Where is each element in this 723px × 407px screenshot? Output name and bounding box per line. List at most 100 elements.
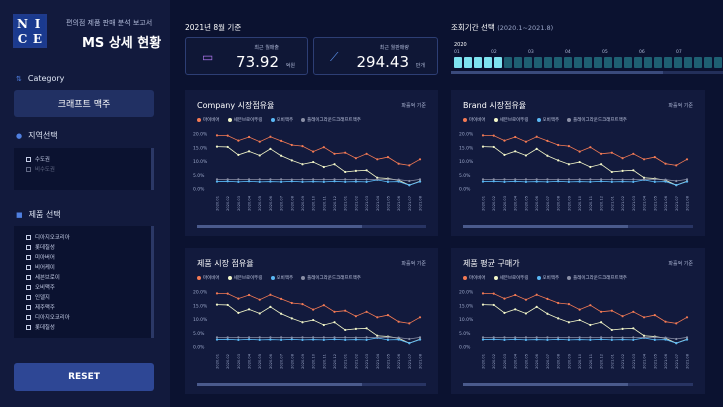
chart-scrollbar[interactable] — [197, 383, 426, 386]
period-month-cell[interactable] — [704, 57, 712, 68]
period-month-cell[interactable] — [674, 57, 682, 68]
data-point — [290, 336, 293, 339]
product-scrollbar[interactable] — [151, 226, 154, 338]
checkbox[interactable] — [26, 304, 31, 310]
period-month-cell[interactable] — [634, 57, 642, 68]
y-tick-label: 5.0% — [459, 331, 471, 337]
period-month-cell[interactable] — [534, 57, 542, 68]
date-label: 2021년 8월 기준 — [185, 23, 242, 32]
data-point — [632, 336, 635, 339]
data-point — [290, 338, 293, 341]
data-point — [237, 153, 240, 156]
chart-scrollbar[interactable] — [197, 225, 426, 228]
period-month-cell[interactable] — [514, 57, 522, 68]
panel-unit: 파흘억 기준 — [401, 261, 426, 267]
data-point — [589, 180, 592, 183]
period-month-cell[interactable] — [664, 57, 672, 68]
period-month-cell[interactable] — [454, 57, 462, 68]
x-tick-label: 2021.04 — [376, 353, 380, 369]
data-point — [675, 322, 678, 325]
period-month-cell[interactable] — [614, 57, 622, 68]
data-point — [397, 320, 400, 323]
period-scrollbar[interactable] — [451, 71, 723, 74]
product-option[interactable]: 오비맥주 — [26, 282, 154, 292]
product-option[interactable]: 인델지 — [26, 292, 154, 302]
period-month-cell[interactable] — [684, 57, 692, 68]
period-slider[interactable]: 2020 01 02 03 04 05 06 07 — [451, 37, 723, 75]
period-month-cell[interactable] — [604, 57, 612, 68]
product-option[interactable]: 세븐브로이 — [26, 272, 154, 282]
x-tick-label: 2020.04 — [514, 195, 518, 211]
checkbox[interactable] — [26, 244, 31, 250]
period-month-label: 03 — [528, 50, 534, 55]
product-option[interactable]: 디아지오코리아 — [26, 232, 154, 242]
checkbox[interactable] — [26, 314, 31, 320]
period-month-cell[interactable] — [564, 57, 572, 68]
period-month-cell[interactable] — [714, 57, 722, 68]
panel-unit: 파흘억 기준 — [668, 103, 693, 109]
period-month-cell[interactable] — [554, 57, 562, 68]
checkbox[interactable] — [26, 234, 31, 240]
data-point — [386, 338, 390, 341]
region-scrollbar[interactable] — [151, 148, 154, 190]
data-point — [600, 178, 603, 181]
period-month-cell[interactable] — [464, 57, 472, 68]
product-option[interactable]: 롯데칠성 — [26, 322, 154, 332]
data-point — [237, 338, 240, 341]
chart-scrollbar[interactable] — [463, 383, 693, 386]
checkbox[interactable] — [26, 324, 31, 330]
period-month-cell[interactable] — [654, 57, 662, 68]
checkbox[interactable] — [26, 284, 31, 290]
period-month-cell[interactable] — [474, 57, 482, 68]
legend-item: 오비맥주 — [536, 275, 559, 281]
period-month-cell[interactable] — [504, 57, 512, 68]
period-month-cell[interactable] — [584, 57, 592, 68]
product-option[interactable]: 비어케이 — [26, 262, 154, 272]
chart-legend: 마이비어 세븐브로이뚜링 오비맥주 플레이그라운드크래프트맥주 — [197, 275, 361, 281]
data-point — [621, 169, 624, 172]
product-option[interactable]: 디아지오코리아 — [26, 312, 154, 322]
x-tick-label: 2020.07 — [280, 196, 284, 211]
data-point — [524, 154, 528, 157]
data-point — [237, 311, 240, 314]
data-point — [578, 180, 581, 183]
period-month-cell[interactable] — [494, 57, 502, 68]
data-point — [589, 178, 592, 181]
data-point — [546, 178, 549, 181]
product-option[interactable]: 미아버어 — [26, 252, 154, 262]
reset-button[interactable]: RESET — [14, 363, 154, 391]
data-point — [567, 338, 570, 341]
x-tick-label: 2020.09 — [301, 195, 305, 211]
checkbox[interactable] — [26, 264, 31, 270]
checkbox[interactable] — [26, 156, 31, 162]
product-option-label: 제주맥주 — [35, 305, 55, 311]
x-tick-label: 2021.01 — [344, 196, 348, 211]
period-month-cell[interactable] — [594, 57, 602, 68]
data-point — [546, 154, 549, 157]
data-point — [408, 184, 411, 187]
data-point — [301, 145, 304, 148]
region-option[interactable]: 수도권 — [26, 154, 154, 164]
chart-scrollbar[interactable] — [463, 225, 693, 228]
category-select[interactable]: 크래프트 맥주 — [14, 90, 154, 117]
checkbox[interactable] — [26, 274, 31, 280]
data-point — [290, 180, 293, 183]
region-option[interactable]: 비수도권 — [26, 164, 154, 174]
data-point — [354, 327, 357, 330]
period-month-cell[interactable] — [644, 57, 652, 68]
period-month-cell[interactable] — [544, 57, 552, 68]
period-month-cell[interactable] — [484, 57, 492, 68]
period-month-cell[interactable] — [624, 57, 632, 68]
checkbox[interactable] — [26, 254, 31, 260]
checkbox[interactable] — [26, 294, 31, 300]
logo-letter-i: I — [30, 16, 45, 31]
sort-icon: ⇅ — [16, 74, 22, 83]
product-label: ■ 제품 선택 — [16, 210, 61, 219]
product-option[interactable]: 제주맥주 — [26, 302, 154, 312]
period-month-cell[interactable] — [694, 57, 702, 68]
period-month-cell[interactable] — [524, 57, 532, 68]
checkbox[interactable] — [26, 166, 31, 172]
product-option[interactable]: 롯데칠성 — [26, 242, 154, 252]
period-month-cell[interactable] — [574, 57, 582, 68]
legend-item: 플레이그라운드크래프트맥주 — [301, 275, 361, 281]
